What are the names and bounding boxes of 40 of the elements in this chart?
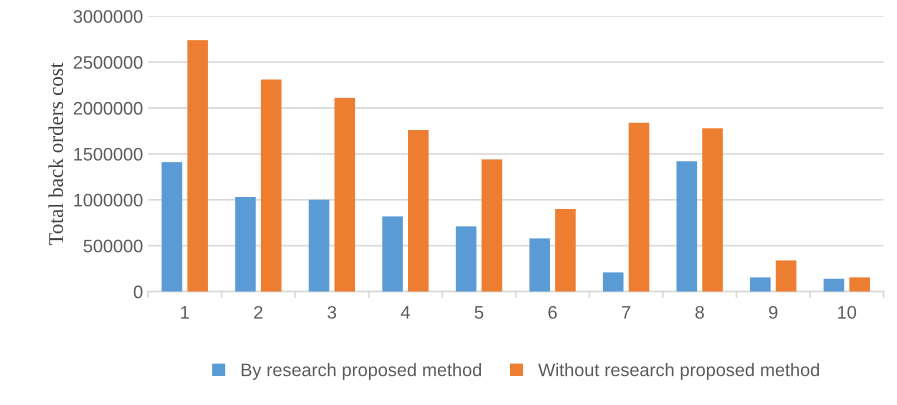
bar bbox=[628, 122, 650, 292]
bar bbox=[334, 98, 356, 292]
x-tick-label: 3 bbox=[328, 306, 336, 319]
bar bbox=[750, 277, 771, 292]
x-tick-label: 4 bbox=[400, 306, 410, 319]
x-tick-label: 5 bbox=[474, 306, 484, 319]
bar bbox=[308, 200, 330, 292]
y-axis-title: Total back orders cost bbox=[48, 62, 64, 246]
y-tick-label: 3000000 bbox=[74, 10, 142, 23]
legend-label: Without research proposed method bbox=[538, 363, 819, 380]
y-tick-label: 1500000 bbox=[74, 148, 142, 161]
bar bbox=[702, 128, 723, 292]
bar bbox=[555, 208, 576, 292]
bar bbox=[408, 130, 429, 292]
x-tick-label: 10 bbox=[838, 306, 856, 319]
bar bbox=[382, 216, 403, 292]
legend-label: By research proposed method bbox=[242, 363, 482, 380]
bar bbox=[162, 162, 182, 292]
bar bbox=[776, 260, 796, 292]
bar bbox=[235, 197, 256, 292]
bar bbox=[824, 278, 844, 292]
bar bbox=[456, 226, 476, 292]
bar bbox=[482, 159, 502, 292]
bar bbox=[602, 272, 624, 292]
x-tick-label: 6 bbox=[548, 306, 557, 319]
y-tick-label: 0 bbox=[134, 286, 142, 298]
y-tick-label: 500000 bbox=[84, 240, 142, 252]
bar bbox=[676, 161, 698, 292]
x-tick-label: 9 bbox=[769, 306, 778, 319]
y-tick-label: 2500000 bbox=[74, 56, 142, 69]
bar bbox=[849, 277, 870, 292]
y-tick-label: 2000000 bbox=[74, 102, 142, 115]
bar bbox=[529, 238, 550, 292]
x-tick-label: 7 bbox=[622, 306, 630, 319]
x-tick-label: 8 bbox=[695, 306, 704, 319]
y-tick-label: 1000000 bbox=[74, 194, 142, 207]
x-tick-label: 1 bbox=[181, 306, 189, 319]
bar bbox=[187, 40, 208, 292]
x-tick-label: 2 bbox=[254, 306, 262, 319]
bar bbox=[260, 80, 282, 292]
